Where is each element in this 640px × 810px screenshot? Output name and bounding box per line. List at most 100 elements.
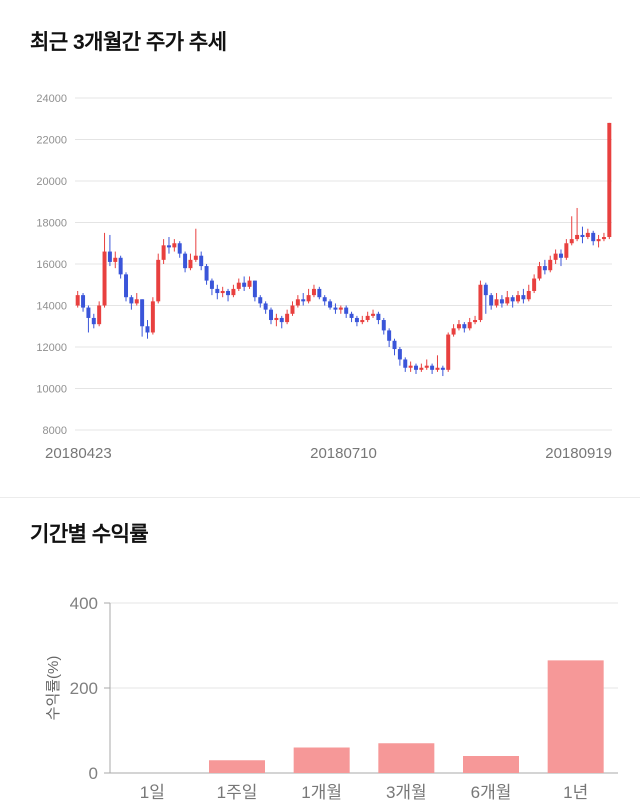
- candle-body: [166, 245, 171, 248]
- candle-body: [322, 297, 327, 302]
- candle-body: [269, 309, 273, 321]
- x-axis-date-label: 20180423: [45, 445, 112, 462]
- y-axis-tick-label: 18000: [36, 218, 67, 230]
- candle-body: [483, 284, 488, 296]
- candle-body: [387, 330, 392, 341]
- candle-body: [91, 317, 96, 325]
- candle-body: [537, 266, 542, 279]
- candle-body: [489, 295, 494, 306]
- y-axis-tick-label: 0: [89, 764, 98, 783]
- candle-body: [473, 320, 478, 323]
- candle-body: [81, 295, 86, 308]
- candle-body: [446, 334, 451, 370]
- candle-body: [440, 367, 445, 370]
- category-label: 1년: [563, 783, 588, 802]
- candle-body: [295, 299, 300, 306]
- candle-body: [403, 359, 408, 368]
- candle-body: [478, 284, 483, 321]
- candle-body: [113, 257, 118, 262]
- candle-body: [124, 274, 129, 298]
- candle-body: [134, 299, 139, 304]
- candle-body: [451, 328, 456, 335]
- candle-body: [601, 237, 606, 240]
- candle-body: [301, 299, 306, 302]
- candle-body: [430, 365, 435, 370]
- candle-body: [258, 297, 263, 304]
- candle-body: [365, 315, 370, 321]
- candle-body: [290, 305, 295, 314]
- candle-body: [548, 259, 553, 271]
- candle-body: [344, 307, 349, 314]
- candle-body: [596, 239, 601, 242]
- return-bar: [209, 760, 265, 773]
- y-axis-tick-label: 22000: [36, 135, 67, 147]
- candle-body: [607, 122, 612, 238]
- price-trend-section-title: 최근 3개월간 주가 추세: [30, 31, 227, 54]
- candle-body: [580, 234, 585, 238]
- candle-body: [209, 280, 214, 289]
- y-axis-tick-label: 200: [70, 679, 98, 698]
- candle-body: [349, 313, 354, 318]
- candle-body: [371, 313, 376, 316]
- candle-body: [177, 243, 182, 254]
- candle-body: [188, 259, 193, 269]
- candle-body: [242, 282, 247, 287]
- candle-body: [215, 288, 220, 294]
- return-bar: [547, 660, 604, 773]
- candle-body: [285, 313, 290, 323]
- candle-body: [252, 280, 257, 298]
- candle-body: [118, 257, 123, 275]
- candle-body: [510, 297, 515, 302]
- candle-body: [263, 303, 268, 310]
- y-axis-tick-label: 14000: [36, 301, 67, 313]
- return-bar: [293, 747, 350, 773]
- candle-body: [97, 305, 102, 325]
- candle-body: [172, 243, 177, 248]
- candle-body: [532, 278, 537, 291]
- y-axis-tick-label: 8000: [43, 425, 67, 437]
- y-axis-tick-label: 400: [70, 594, 98, 613]
- candle-body: [575, 234, 580, 240]
- candle-body: [521, 295, 526, 300]
- category-label: 3개월: [386, 783, 427, 802]
- candle-body: [516, 295, 521, 302]
- candle-body: [306, 295, 311, 302]
- candle-body: [140, 299, 145, 327]
- candle-body: [505, 297, 510, 304]
- candle-body: [494, 299, 499, 306]
- candle-body: [419, 367, 424, 370]
- candle-body: [226, 290, 231, 296]
- candle-body: [220, 290, 225, 294]
- candle-body: [558, 253, 563, 258]
- candle-body: [564, 243, 569, 258]
- candle-body: [204, 266, 209, 281]
- x-axis-date-label: 20180710: [310, 445, 377, 462]
- candle-body: [392, 340, 397, 350]
- candle-body: [354, 317, 359, 323]
- category-label: 6개월: [471, 783, 512, 802]
- candle-body: [311, 288, 316, 296]
- candle-body: [183, 253, 188, 269]
- candle-body: [107, 251, 112, 262]
- candle-body: [75, 295, 80, 306]
- category-label: 1일: [140, 783, 165, 802]
- candle-body: [86, 307, 91, 318]
- y-axis-tick-label: 24000: [36, 93, 67, 105]
- section-divider: [0, 497, 640, 498]
- candle-body: [193, 255, 198, 260]
- candle-body: [333, 307, 338, 310]
- candle-body: [360, 320, 365, 323]
- candle-body: [499, 299, 504, 304]
- category-label: 1주일: [217, 783, 258, 802]
- candle-body: [542, 266, 547, 271]
- candle-body: [585, 232, 590, 238]
- candle-body: [145, 326, 150, 333]
- y-axis-tick-label: 20000: [36, 176, 67, 188]
- candle-body: [376, 313, 381, 321]
- returns-bar-chart: 0 200 400 수익률(%) 1일 1주일 1개월 3개월 6개월 1년: [45, 594, 618, 802]
- candle-body: [408, 365, 413, 368]
- candle-body: [435, 367, 440, 370]
- candle-body: [424, 365, 429, 368]
- candle-body: [161, 245, 166, 260]
